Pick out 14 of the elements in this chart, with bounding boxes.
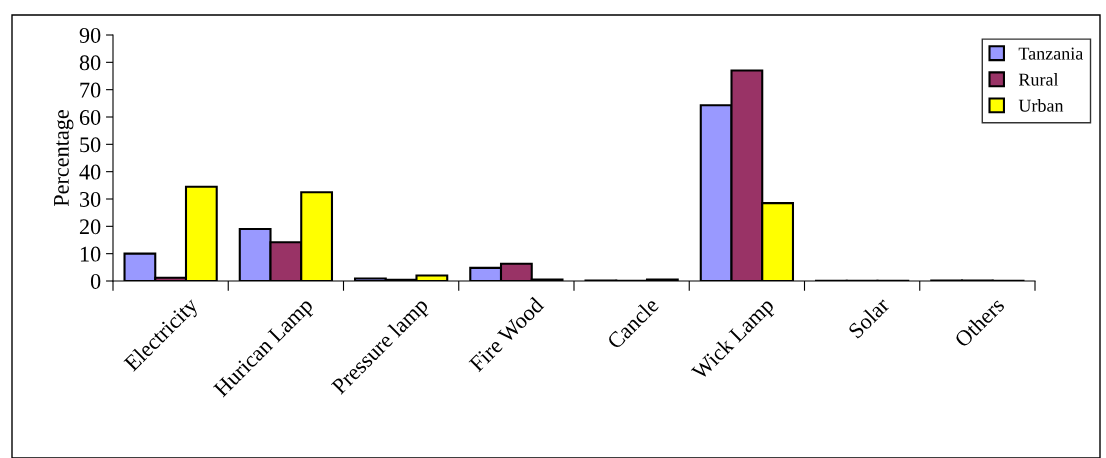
legend-label: Tanzania (1018, 47, 1084, 60)
y-tick-label: 40 (79, 164, 101, 180)
legend-label: Rural (1018, 73, 1059, 86)
y-tick-label: 50 (80, 137, 101, 153)
y-tick-label: 70 (80, 82, 101, 98)
legend-label: Urban (1018, 99, 1064, 112)
y-tick-label: 80 (79, 55, 101, 71)
y-axis-title: Percentage (54, 110, 74, 207)
y-tick-label: 60 (79, 109, 101, 125)
y-tick-label: 10 (80, 246, 101, 262)
y-tick-label: 90 (79, 27, 101, 43)
y-tick-label: 0 (90, 273, 101, 289)
y-tick-label: 30 (80, 191, 101, 207)
y-tick-label: 20 (79, 219, 101, 235)
